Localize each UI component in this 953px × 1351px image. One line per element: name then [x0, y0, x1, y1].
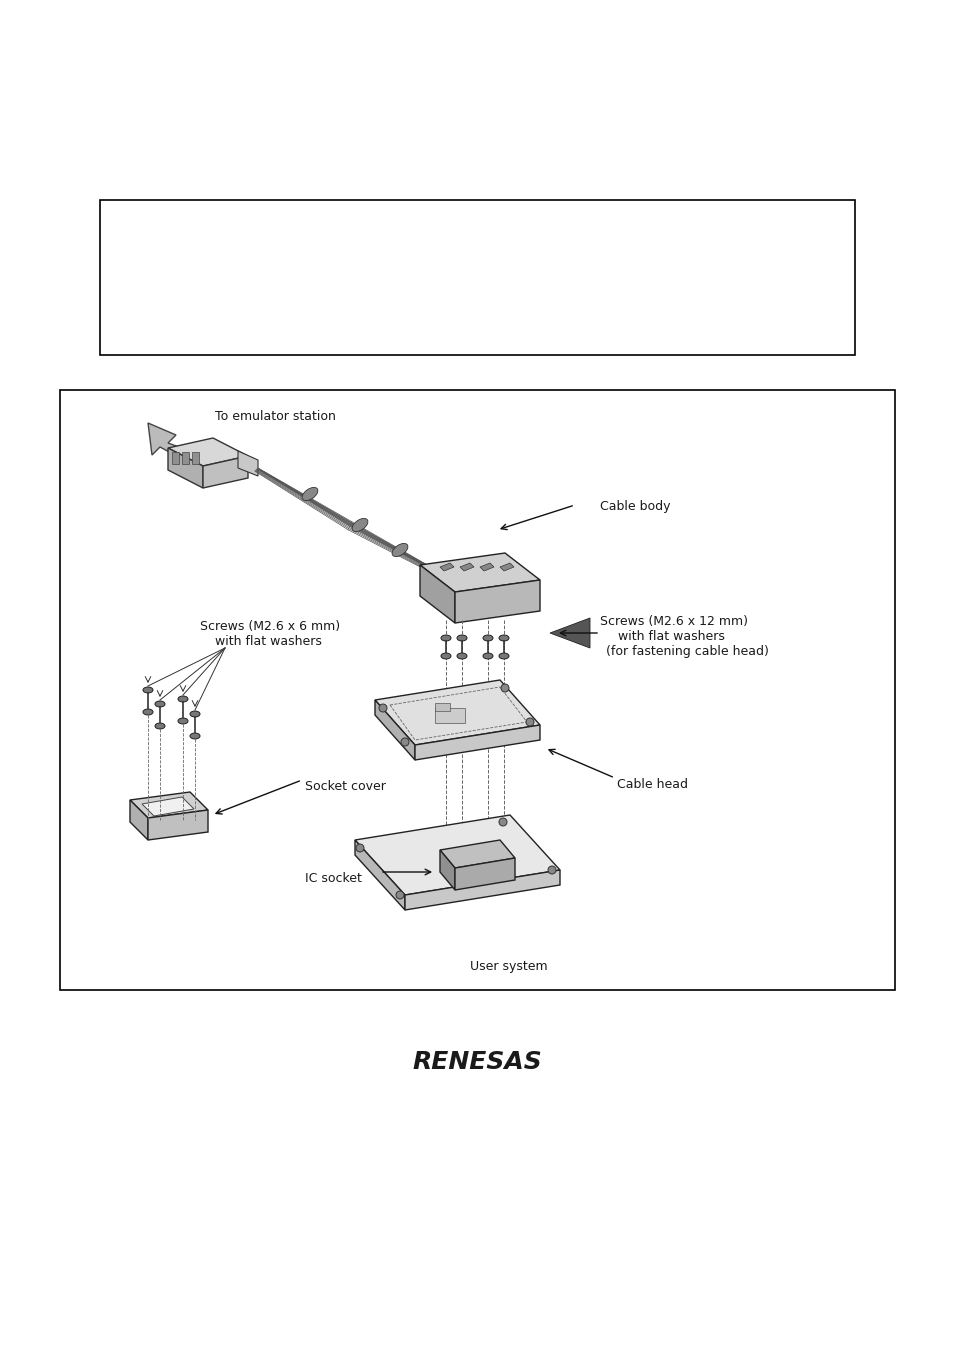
Ellipse shape — [482, 635, 493, 640]
Text: Socket cover: Socket cover — [305, 780, 385, 793]
Ellipse shape — [302, 488, 317, 501]
Polygon shape — [148, 423, 190, 459]
Ellipse shape — [154, 701, 165, 707]
Circle shape — [525, 717, 534, 725]
Polygon shape — [439, 850, 455, 890]
Polygon shape — [439, 563, 454, 571]
Polygon shape — [455, 858, 515, 890]
Polygon shape — [355, 840, 405, 911]
Ellipse shape — [456, 635, 467, 640]
Ellipse shape — [498, 653, 509, 659]
Polygon shape — [203, 457, 248, 488]
Ellipse shape — [143, 709, 152, 715]
Circle shape — [355, 844, 364, 852]
Circle shape — [500, 684, 509, 692]
Polygon shape — [459, 563, 474, 571]
Text: IC socket: IC socket — [305, 871, 361, 885]
Circle shape — [400, 738, 409, 746]
Text: To emulator station: To emulator station — [214, 409, 335, 423]
Ellipse shape — [143, 688, 152, 693]
Polygon shape — [479, 563, 494, 571]
Ellipse shape — [352, 519, 368, 531]
Polygon shape — [375, 680, 539, 744]
Ellipse shape — [498, 635, 509, 640]
Bar — [100, 200, 854, 355]
Ellipse shape — [178, 717, 188, 724]
Ellipse shape — [190, 711, 200, 717]
Bar — [182, 453, 189, 463]
Ellipse shape — [154, 723, 165, 730]
Polygon shape — [130, 792, 208, 817]
Circle shape — [395, 892, 403, 898]
Polygon shape — [130, 800, 148, 840]
Ellipse shape — [456, 653, 467, 659]
Polygon shape — [439, 840, 515, 867]
Polygon shape — [405, 870, 559, 911]
Bar — [192, 453, 199, 463]
Text: Cable head: Cable head — [617, 778, 687, 790]
Bar — [172, 453, 179, 463]
Ellipse shape — [440, 653, 451, 659]
Polygon shape — [550, 617, 589, 648]
Text: (for fastening cable head): (for fastening cable head) — [605, 644, 768, 658]
Bar — [435, 703, 450, 711]
Polygon shape — [142, 797, 193, 816]
Circle shape — [498, 817, 506, 825]
Polygon shape — [168, 438, 248, 466]
Text: RENESAS: RENESAS — [412, 1050, 541, 1074]
Text: with flat washers: with flat washers — [618, 630, 724, 643]
Polygon shape — [237, 451, 257, 476]
Ellipse shape — [178, 696, 188, 703]
Polygon shape — [499, 563, 514, 571]
Polygon shape — [419, 553, 539, 592]
Polygon shape — [419, 565, 455, 623]
Polygon shape — [455, 580, 539, 623]
Ellipse shape — [392, 543, 408, 557]
Text: Screws (M2.6 x 12 mm): Screws (M2.6 x 12 mm) — [599, 615, 747, 628]
Ellipse shape — [482, 653, 493, 659]
Circle shape — [547, 866, 556, 874]
Polygon shape — [355, 815, 559, 894]
Polygon shape — [375, 700, 415, 761]
Circle shape — [378, 704, 387, 712]
Text: Screws (M2.6 x 6 mm): Screws (M2.6 x 6 mm) — [200, 620, 340, 634]
Text: with flat washers: with flat washers — [214, 635, 321, 648]
Bar — [60, 390, 894, 990]
Bar — [435, 708, 464, 723]
Ellipse shape — [190, 734, 200, 739]
Polygon shape — [415, 725, 539, 761]
Ellipse shape — [440, 635, 451, 640]
Text: Cable body: Cable body — [599, 500, 670, 513]
Polygon shape — [148, 811, 208, 840]
Polygon shape — [168, 449, 203, 488]
Text: User system: User system — [470, 961, 547, 973]
